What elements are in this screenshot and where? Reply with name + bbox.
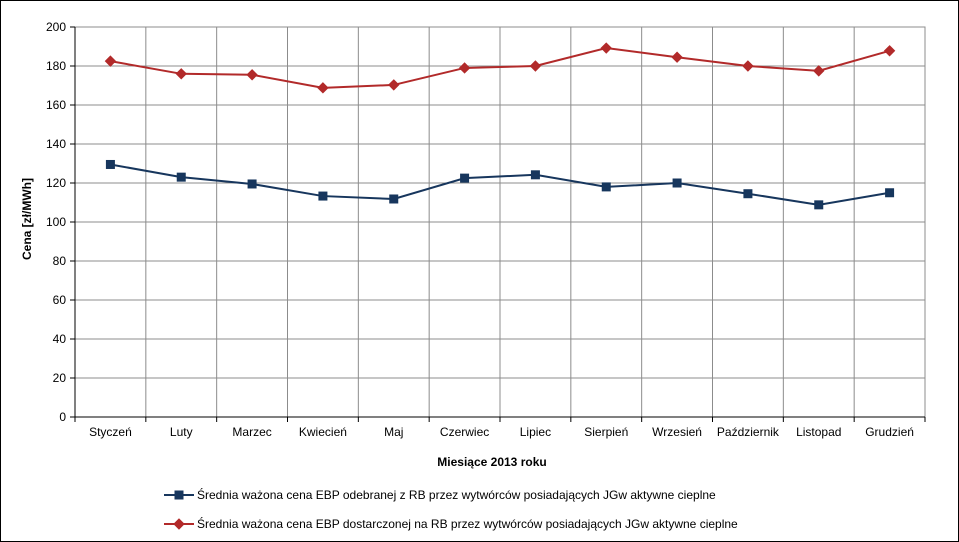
data-point (104, 55, 117, 67)
y-tick-label: 100 (46, 215, 66, 229)
legend-marker (173, 518, 185, 530)
data-point (671, 51, 683, 63)
data-point (389, 194, 399, 204)
x-tick-label: Styczeń (89, 425, 132, 439)
x-tick-label: Kwiecień (299, 425, 347, 439)
series-line (110, 47, 890, 89)
x-tick-label: Październik (717, 425, 780, 439)
y-tick-label: 40 (53, 332, 67, 346)
data-point (458, 62, 471, 74)
data-point (176, 172, 186, 182)
legend-marker (174, 490, 184, 500)
x-tick-label: Sierpień (584, 425, 628, 439)
data-point (742, 60, 754, 72)
legend: Średnia ważona cena EBP odebranej z RB p… (164, 487, 738, 531)
y-tick-label: 160 (46, 98, 66, 112)
y-tick-label: 60 (53, 293, 67, 307)
data-point (814, 200, 824, 210)
legend-label: Średnia ważona cena EBP odebranej z RB p… (197, 487, 716, 502)
y-tick-label: 180 (46, 59, 66, 73)
x-axis-ticks: Styczeń Luty Marzec Kwiecień Maj Czerwiec Lipi… (74, 417, 926, 439)
y-tick-label: 80 (53, 254, 67, 268)
y-tick-label: 0 (59, 410, 66, 424)
series-line (110, 163, 890, 206)
legend-item: Średnia ważona cena EBP dostarczonej na … (164, 516, 738, 531)
x-tick-label: Czerwiec (440, 425, 489, 439)
x-tick-label: Maj (384, 425, 403, 439)
x-tick-label: Listopad (796, 425, 841, 439)
data-point (529, 60, 542, 72)
data-point (388, 79, 400, 91)
data-point (743, 189, 753, 199)
y-axis-ticks: 0 20 40 60 80 100 120 140 160 180 200 (46, 20, 75, 424)
legend-item: Średnia ważona cena EBP odebranej z RB p… (164, 487, 716, 502)
y-tick-label: 200 (46, 20, 66, 34)
data-point (600, 42, 612, 54)
x-tick-label: Wrzesień (652, 425, 702, 439)
y-tick-label: 140 (46, 137, 66, 151)
legend-label: Średnia ważona cena EBP dostarczonej na … (197, 516, 738, 531)
data-point (246, 69, 258, 81)
x-tick-label: Luty (170, 425, 193, 439)
data-point (672, 178, 682, 188)
data-point (883, 45, 896, 57)
x-axis-title: Miesiące 2013 roku (437, 455, 546, 469)
x-tick-label: Grudzień (865, 425, 914, 439)
series-1 (105, 159, 895, 210)
y-axis-title: Cena [zł/MWh] (20, 178, 34, 260)
series-layer (104, 42, 896, 210)
data-point (813, 65, 825, 77)
data-point (885, 188, 895, 198)
x-tick-label: Marzec (232, 425, 271, 439)
data-point (601, 182, 611, 192)
y-tick-label: 120 (46, 176, 66, 190)
x-tick-label: Lipiec (520, 425, 551, 439)
data-point (105, 159, 115, 169)
data-point (318, 191, 328, 201)
data-point (460, 173, 470, 183)
data-point (317, 82, 329, 94)
series-2 (104, 42, 896, 94)
y-tick-label: 20 (53, 371, 67, 385)
data-point (175, 68, 187, 80)
data-point (530, 170, 540, 180)
data-point (247, 179, 257, 189)
